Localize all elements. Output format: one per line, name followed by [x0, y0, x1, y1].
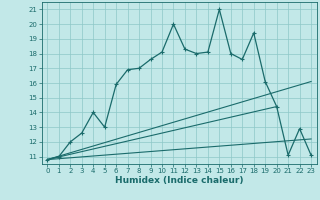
- X-axis label: Humidex (Indice chaleur): Humidex (Indice chaleur): [115, 176, 244, 185]
